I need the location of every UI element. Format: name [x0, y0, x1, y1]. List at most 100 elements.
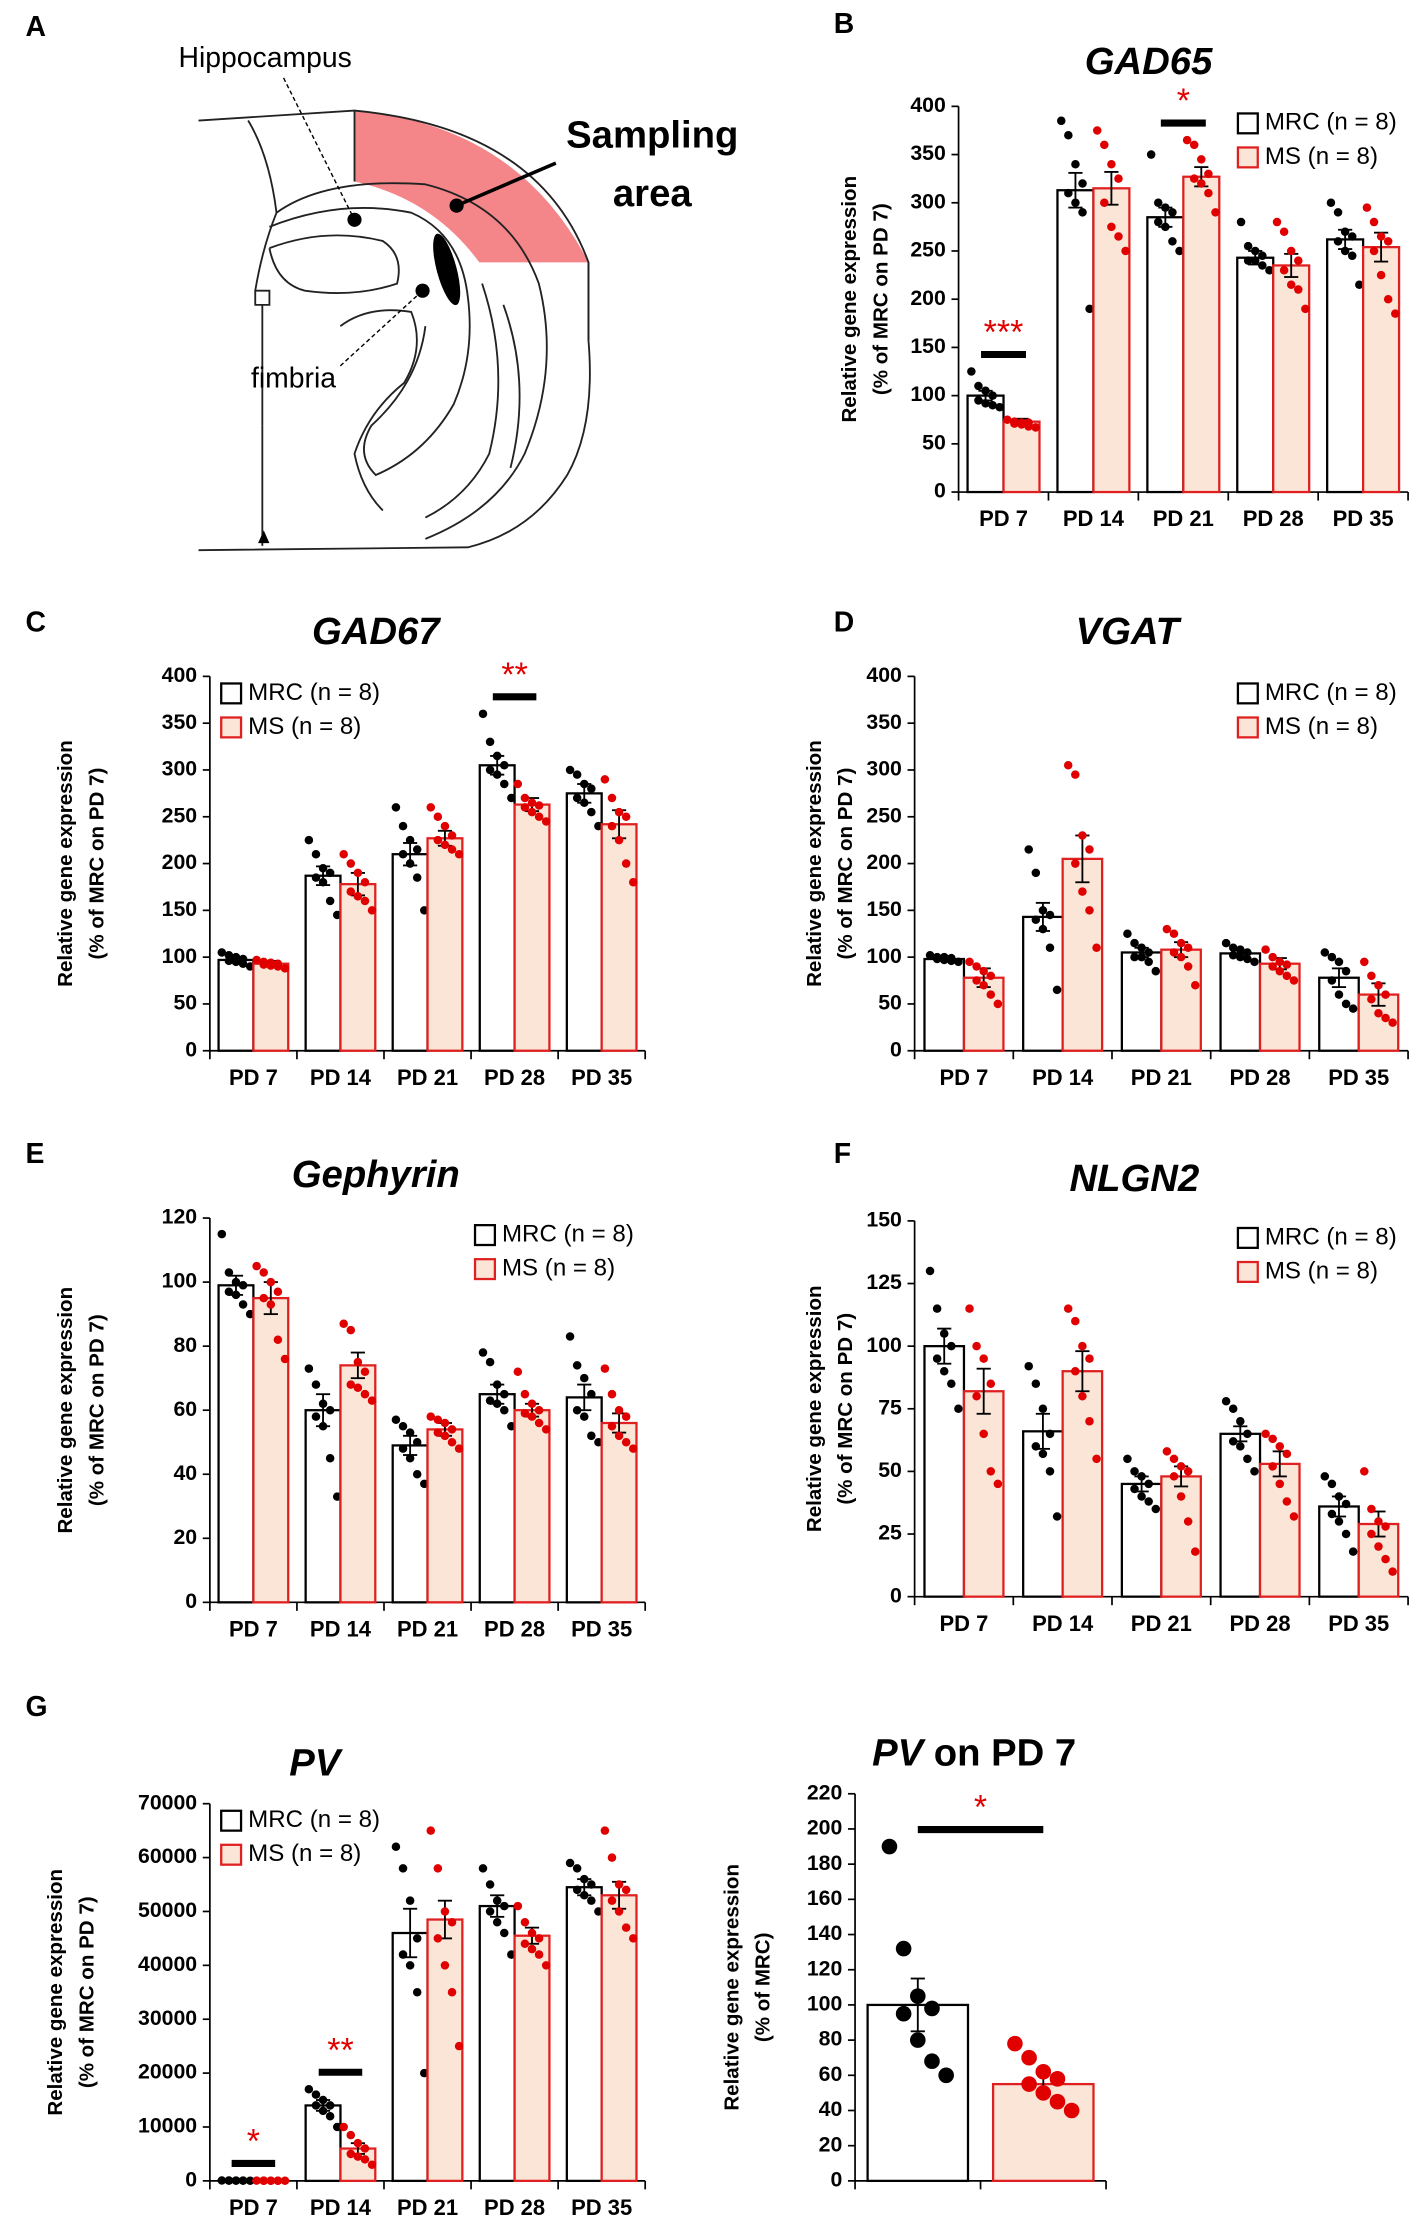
data-point	[440, 821, 450, 831]
data-point	[1063, 2102, 1080, 2119]
data-point	[1064, 188, 1073, 198]
data-point	[1376, 270, 1386, 280]
data-point	[520, 1917, 530, 1927]
data-point	[527, 807, 537, 817]
data-point	[1191, 1547, 1200, 1556]
data-point	[500, 761, 509, 770]
bar	[923, 957, 966, 1052]
legend-label: MRC (n = 8)	[502, 1220, 634, 1247]
x-tick-label: PD 35	[1328, 1065, 1389, 1090]
data-point	[1289, 1512, 1299, 1521]
data-point	[1191, 980, 1200, 990]
data-point	[965, 1304, 974, 1313]
data-point	[1282, 1449, 1292, 1459]
data-point	[1369, 246, 1379, 256]
data-point	[1268, 962, 1277, 971]
data-point	[1228, 1437, 1238, 1446]
x-tick-label: PD 35	[571, 1616, 632, 1641]
data-point	[1204, 188, 1213, 198]
y-tick-label: 60	[173, 1397, 197, 1421]
data-point	[1169, 1472, 1179, 1481]
data-point	[412, 1988, 422, 1997]
data-point	[259, 1293, 268, 1303]
data-point	[1243, 241, 1253, 251]
y-tick-label: 180	[807, 1851, 842, 1875]
data-point	[572, 1864, 582, 1873]
data-point	[1348, 1547, 1358, 1556]
data-point	[217, 2176, 227, 2185]
significance-label: *	[974, 1789, 987, 1827]
y-tick-label: 150	[162, 897, 197, 921]
data-point	[304, 1364, 314, 1373]
data-point	[1021, 2076, 1037, 2092]
data-point	[979, 980, 988, 990]
chart-title: GAD65	[1085, 40, 1213, 83]
data-point	[485, 765, 495, 775]
y-axis-label: (% of MRC on PD 7)	[75, 1896, 98, 2088]
data-point	[1038, 924, 1048, 934]
data-point	[1326, 198, 1336, 208]
bar	[304, 874, 342, 1052]
data-point	[346, 859, 356, 868]
bar	[391, 1444, 429, 1604]
data-point	[1294, 256, 1303, 265]
data-point	[1049, 2071, 1066, 2087]
data-point	[1169, 948, 1179, 957]
legend-swatch	[1236, 1260, 1259, 1284]
y-tick-label: 70000	[138, 1790, 197, 1814]
data-point	[405, 835, 415, 845]
data-point	[485, 1396, 495, 1405]
data-point	[1341, 966, 1351, 976]
y-tick-label: 120	[162, 1205, 197, 1229]
bar	[426, 1918, 464, 2183]
data-point	[527, 798, 537, 807]
legend-label: MRC (n = 8)	[1265, 679, 1397, 706]
legend-label: MS (n = 8)	[248, 713, 361, 740]
x-tick-label: PD 14	[310, 2195, 372, 2220]
bar	[478, 1904, 516, 2183]
data-point	[1057, 116, 1066, 126]
bar	[1361, 245, 1401, 494]
data-point	[224, 1268, 234, 1277]
significance-label: *	[247, 2123, 260, 2161]
data-point	[967, 367, 976, 376]
data-point	[273, 1335, 283, 1345]
y-tick-label: 350	[866, 710, 901, 734]
data-point	[572, 1361, 582, 1370]
y-tick-label: 250	[162, 803, 197, 827]
data-point	[391, 1842, 401, 1852]
data-point	[1327, 952, 1337, 962]
midline-marker	[258, 530, 270, 544]
data-point	[433, 1934, 443, 1943]
data-point	[607, 793, 617, 803]
y-tick-label: 40	[819, 2097, 843, 2121]
x-tick-label: PD 28	[1230, 1065, 1291, 1090]
y-tick-label: 140	[807, 1921, 842, 1945]
data-point	[1176, 938, 1186, 948]
x-tick-label: PD 28	[1243, 506, 1304, 531]
data-point	[447, 831, 457, 840]
data-point	[426, 1412, 436, 1421]
y-tick-label: 150	[910, 334, 945, 358]
data-point	[1114, 174, 1123, 183]
data-point	[534, 1950, 544, 1959]
data-point	[981, 386, 990, 396]
data-point	[1341, 1529, 1351, 1539]
bar	[1326, 238, 1365, 494]
data-point	[881, 1838, 898, 1855]
data-point	[1250, 1467, 1259, 1476]
data-point	[280, 2176, 290, 2185]
data-point	[527, 1944, 537, 1954]
y-tick-label: 150	[866, 897, 901, 921]
data-point	[507, 793, 516, 803]
data-point	[217, 948, 227, 957]
y-tick-label: 100	[866, 944, 901, 968]
data-point	[986, 1467, 996, 1476]
y-axis-label: Relative gene expression	[44, 1869, 67, 2116]
data-point	[972, 1341, 981, 1351]
data-point	[447, 1917, 457, 1927]
data-point	[1367, 1504, 1376, 1514]
data-point	[520, 1389, 530, 1399]
data-point	[895, 1940, 912, 1957]
data-point	[433, 812, 443, 822]
